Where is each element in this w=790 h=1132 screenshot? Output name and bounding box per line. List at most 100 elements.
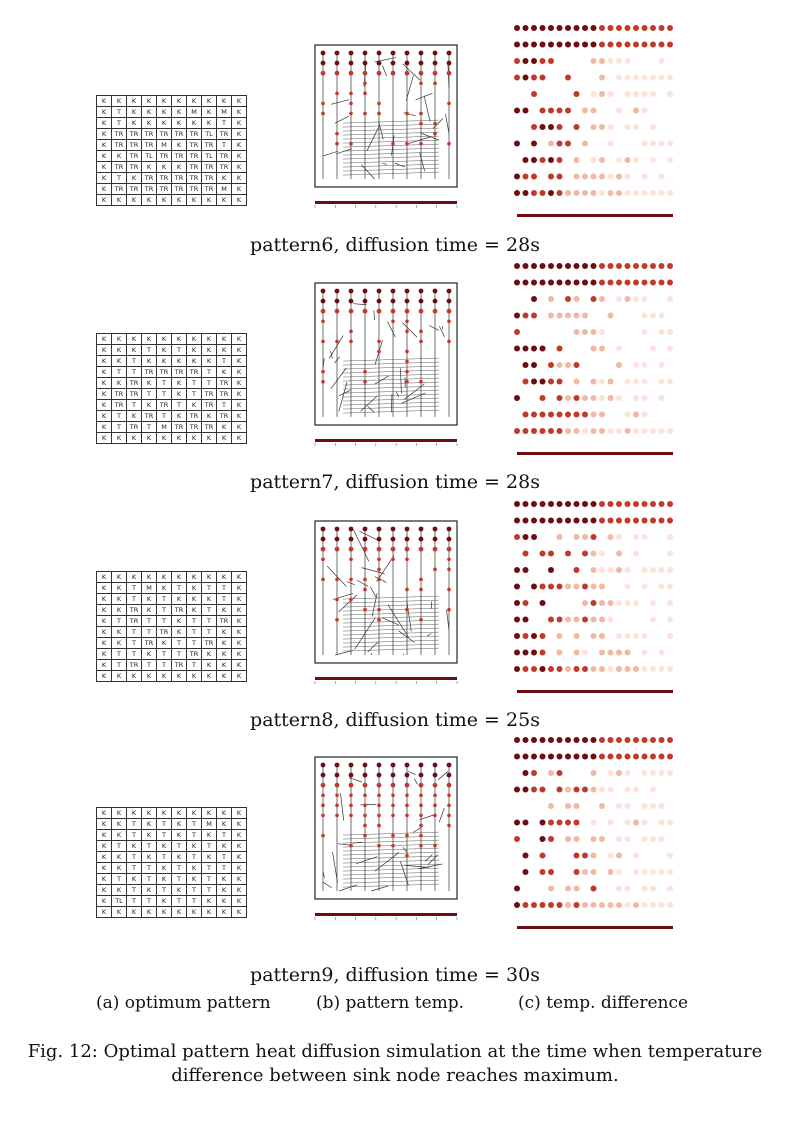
plot-frame: [314, 756, 458, 900]
grid-cell: T: [171, 862, 187, 874]
difference-dot: [616, 362, 622, 368]
difference-dot: [582, 25, 588, 31]
difference-dot: [650, 885, 656, 892]
difference-dot: [650, 279, 656, 286]
difference-dot: [573, 157, 580, 163]
difference-dot: [641, 140, 648, 147]
difference-dot: [633, 550, 639, 557]
difference-dot: [658, 312, 665, 319]
grid-cell: K: [141, 906, 157, 918]
difference-dot: [531, 428, 537, 434]
grid-cell: T: [186, 818, 202, 830]
grid-cell: T: [126, 862, 142, 874]
difference-dot: [658, 58, 665, 64]
difference-dot: [573, 312, 580, 319]
difference-dot: [624, 157, 631, 163]
sensor-node: [348, 526, 354, 532]
grid-cell: K: [156, 194, 172, 206]
difference-dot: [624, 786, 631, 793]
grid-cell: K: [231, 862, 247, 874]
difference-dot: [624, 583, 631, 590]
grid-cell: K: [186, 95, 202, 107]
grid-cell: T: [111, 659, 127, 671]
difference-dot: [522, 666, 529, 672]
grid-cell: T: [141, 421, 157, 433]
grid-cell: TR: [126, 615, 142, 627]
sensor-node: [405, 369, 409, 374]
grid-cell: K: [156, 333, 172, 345]
grid-cell: K: [231, 906, 247, 918]
sensor-node: [363, 793, 367, 798]
difference-dot: [599, 279, 605, 286]
sensor-node: [334, 50, 340, 56]
difference-dot: [624, 803, 631, 809]
sensor-node: [405, 557, 409, 562]
pattern9-temperature-difference: [514, 737, 673, 929]
difference-dot: [548, 157, 554, 163]
grid-cell: K: [231, 659, 247, 671]
sensor-node: [446, 308, 452, 314]
difference-dot: [624, 517, 631, 524]
difference-dot: [539, 666, 546, 672]
difference-dot: [539, 107, 546, 114]
grid-cell: TR: [186, 128, 202, 140]
grid-cell: K: [126, 344, 142, 356]
difference-dot: [514, 190, 520, 196]
grid-row: K T T K T T TR K K K: [96, 648, 247, 660]
grid-cell: T: [111, 410, 127, 422]
difference-dot: [607, 869, 614, 875]
difference-dot: [522, 345, 529, 352]
difference-dot: [582, 263, 588, 269]
difference-dot: [514, 567, 520, 573]
difference-dot: [548, 362, 554, 368]
grid-cell: T: [141, 388, 157, 400]
difference-dot: [573, 869, 580, 875]
grid-row: K TR T K TR T K TR T K: [96, 399, 247, 411]
difference-dot: [633, 753, 639, 760]
grid-cell: K: [171, 355, 187, 367]
difference-dot: [565, 666, 571, 672]
sensor-node: [447, 557, 451, 562]
sensor-node: [335, 131, 339, 136]
difference-dot: [616, 517, 622, 524]
grid-cell: TR: [141, 139, 157, 151]
difference-dot: [616, 25, 622, 31]
grid-cell: K: [141, 399, 157, 411]
difference-dot: [590, 263, 597, 269]
difference-dot: [556, 263, 563, 269]
difference-dot: [599, 395, 605, 401]
sensor-node: [404, 298, 410, 304]
grid-cell: TR: [126, 139, 142, 151]
difference-dot: [573, 501, 580, 507]
grid-cell: K: [201, 106, 217, 118]
sensor-node: [377, 813, 381, 818]
difference-dot: [641, 25, 648, 31]
grid-cell: TR: [126, 388, 142, 400]
difference-dot: [531, 140, 537, 147]
grid-cell: T: [156, 604, 172, 616]
grid-cell: K: [231, 571, 247, 583]
difference-dot: [531, 173, 537, 180]
difference-dot: [641, 395, 648, 401]
difference-dot: [573, 41, 580, 48]
pattern6-caption: pattern6, diffusion time = 28s: [250, 234, 540, 256]
grid-cell: K: [231, 604, 247, 616]
grid-cell: K: [141, 333, 157, 345]
difference-dot: [667, 902, 673, 908]
sensor-node: [405, 319, 409, 324]
grid-cell: TL: [201, 128, 217, 140]
difference-dot: [590, 902, 597, 908]
difference-dot: [633, 25, 639, 31]
difference-dot: [539, 428, 546, 434]
difference-dot: [539, 74, 546, 81]
sensor-node: [376, 526, 382, 532]
difference-dot: [565, 583, 571, 590]
sensor-node: [363, 823, 367, 828]
grid-cell: T: [126, 637, 142, 649]
sensor-node: [376, 50, 382, 56]
grid-cell: K: [111, 344, 127, 356]
sensor-node: [349, 339, 353, 344]
difference-dot: [548, 279, 554, 286]
